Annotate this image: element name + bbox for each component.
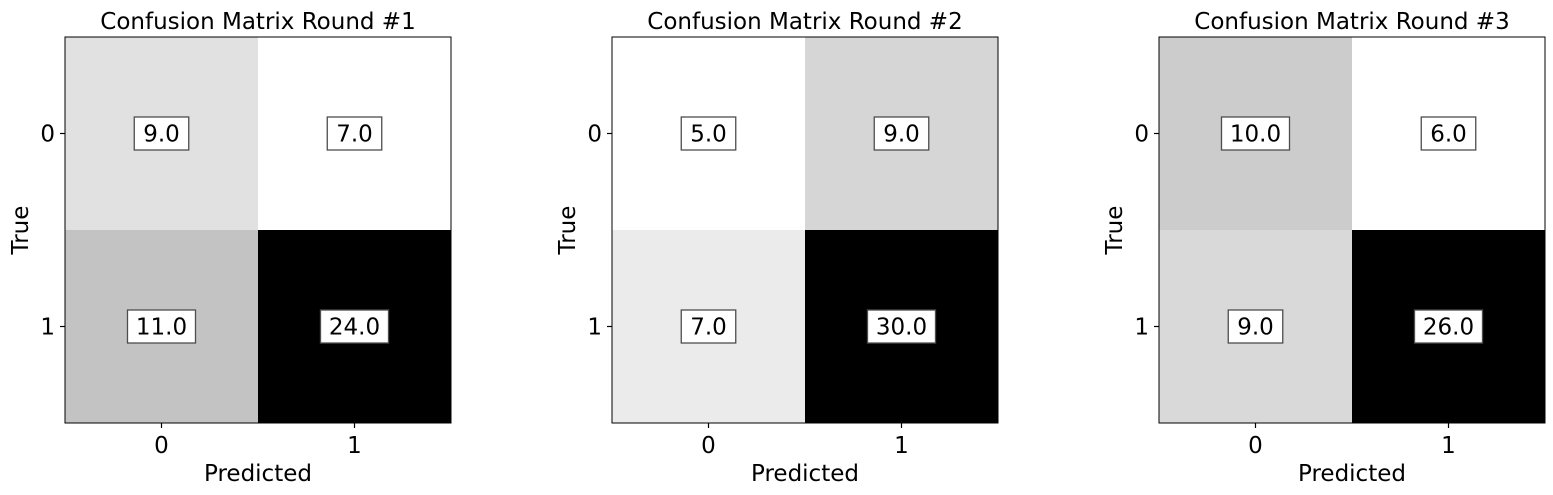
- value-label: 7.0: [336, 122, 373, 148]
- value-label-box: [866, 309, 937, 344]
- y-tick-label: 1: [587, 315, 602, 341]
- value-label-box: [680, 116, 737, 151]
- x-tick-label: 0: [1248, 433, 1263, 459]
- value-label: 9.0: [883, 122, 920, 148]
- y-tick-label: 1: [40, 315, 55, 341]
- confusion-matrix-panel-1: Confusion Matrix Round #1 9.0 7.0 11.0 24.0 0…: [8, 9, 452, 487]
- x-tick-label: 1: [894, 433, 909, 459]
- y-tick-label: 1: [1134, 315, 1149, 341]
- value-label-box: [1413, 309, 1484, 344]
- value-label: 7.0: [690, 315, 727, 341]
- y-tick-label: 0: [587, 122, 602, 148]
- value-label: 6.0: [1430, 122, 1467, 148]
- y-axis-label: True: [555, 206, 581, 256]
- chart-title: Confusion Matrix Round #1: [100, 9, 415, 35]
- y-tick-label: 0: [1134, 122, 1149, 148]
- y-axis-label: True: [8, 206, 34, 256]
- value-label: 11.0: [136, 315, 187, 341]
- value-label-box: [1420, 116, 1477, 151]
- confusion-matrix-panel-2: Confusion Matrix Round #2 5.0 9.0 7.0 30.0 0 1…: [555, 9, 999, 487]
- value-label: 10.0: [1230, 122, 1281, 148]
- x-tick-label: 1: [347, 433, 362, 459]
- value-label: 9.0: [143, 122, 180, 148]
- x-tick-label: 1: [1441, 433, 1456, 459]
- value-label: 24.0: [329, 315, 380, 341]
- value-label-box: [680, 309, 737, 344]
- value-label-box: [326, 116, 383, 151]
- plot-frame: [64, 36, 452, 424]
- value-label: 9.0: [1237, 315, 1274, 341]
- chart-title: Confusion Matrix Round #3: [1194, 9, 1509, 35]
- value-label-box: [1227, 309, 1284, 344]
- confusion-matrix-panel-3: Confusion Matrix Round #3 10.0 6.0 9.0 26.0 0…: [1102, 9, 1546, 487]
- x-axis-label: Predicted: [751, 461, 859, 487]
- value-label-box: [126, 309, 197, 344]
- x-axis-label: Predicted: [1298, 461, 1406, 487]
- y-tick-label: 0: [40, 122, 55, 148]
- value-label-box: [873, 116, 930, 151]
- value-label-box: [133, 116, 190, 151]
- value-label: 5.0: [690, 122, 727, 148]
- value-label-box: [319, 309, 390, 344]
- plot-frame: [611, 36, 999, 424]
- x-tick-label: 0: [701, 433, 716, 459]
- value-label-box: [1220, 116, 1291, 151]
- y-axis-label: True: [1102, 206, 1128, 256]
- x-axis-label: Predicted: [204, 461, 312, 487]
- value-label: 26.0: [1423, 315, 1474, 341]
- value-label: 30.0: [876, 315, 927, 341]
- chart-title: Confusion Matrix Round #2: [647, 9, 962, 35]
- plot-frame: [1158, 36, 1546, 424]
- x-tick-label: 0: [154, 433, 169, 459]
